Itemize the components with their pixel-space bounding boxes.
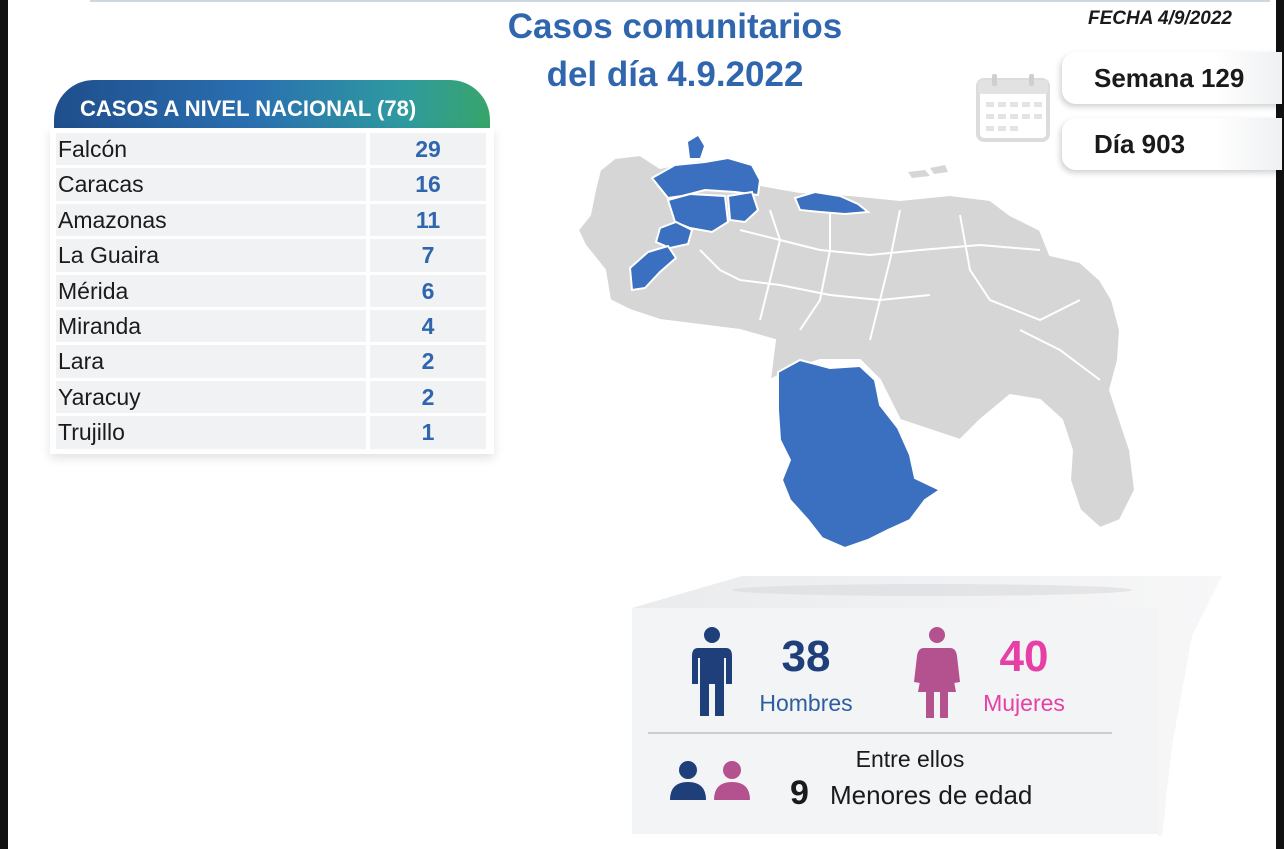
state-name: Lara: [56, 345, 366, 378]
state-cases: 7: [370, 239, 486, 272]
state-cases: 1: [370, 416, 486, 449]
cases-table: Falcón 29 Caracas 16 Amazonas 11 La Guai…: [50, 128, 494, 454]
top-divider: [90, 0, 1270, 2]
state-cases: 16: [370, 168, 486, 201]
women-label: Mujeres: [983, 690, 1065, 716]
state-cases: 11: [370, 203, 486, 237]
page-title-line2: del día 4.9.2022: [546, 55, 804, 94]
venezuela-map: [576, 136, 1137, 550]
children-pair-icon: [670, 761, 750, 800]
state-cases: 29: [370, 133, 486, 166]
calendar-icon: [976, 74, 1050, 142]
minors-label: Menores de edad: [830, 780, 1033, 810]
state-name: Caracas: [56, 168, 366, 201]
map-state-capital-region: [793, 190, 871, 216]
state-name: Yaracuy: [56, 380, 366, 414]
table-row: Trujillo 1: [56, 415, 488, 450]
date-label: FECHA 4/9/2022: [1088, 8, 1232, 29]
stats-panel-backdrop: [632, 576, 1222, 836]
entre-ellos-label: Entre ellos: [855, 746, 965, 772]
map-state-amazonas: [777, 358, 943, 550]
left-frame-border: [0, 0, 8, 849]
state-cases: 2: [370, 380, 486, 414]
state-name: Mérida: [56, 274, 366, 307]
map-island: [908, 170, 930, 178]
men-count: 38: [781, 632, 831, 681]
state-name: Miranda: [56, 309, 366, 343]
map-state-trujillo: [654, 220, 694, 250]
day-badge: Día 903: [1062, 118, 1282, 170]
state-name: Amazonas: [56, 203, 366, 237]
state-name: Falcón: [56, 133, 366, 166]
man-icon: [692, 627, 732, 716]
map-state-borders: [699, 205, 1101, 381]
table-row: Yaracuy 2: [56, 380, 488, 415]
map-state-yaracuy: [726, 190, 760, 224]
table-row: La Guaira 7: [56, 238, 488, 273]
map-island: [930, 165, 948, 174]
week-badge: Semana 129: [1062, 52, 1282, 104]
women-count: 40: [999, 632, 1049, 681]
stats-divider: [648, 732, 1112, 734]
state-name: La Guaira: [56, 239, 366, 272]
map-state-merida: [628, 244, 678, 292]
table-row: Amazonas 11: [56, 203, 488, 238]
map-falcon-peninsula: [688, 136, 704, 158]
table-row: Falcón 29: [56, 132, 488, 167]
men-label: Hombres: [759, 690, 853, 716]
page-title-line1: Casos comunitarios: [507, 7, 843, 46]
right-frame-border: [1276, 0, 1284, 849]
state-name: Trujillo: [56, 416, 366, 449]
table-row: Caracas 16: [56, 167, 488, 202]
map-base-country: [576, 153, 1137, 530]
state-cases: 6: [370, 274, 486, 307]
woman-icon: [914, 627, 960, 718]
state-cases: 2: [370, 345, 486, 378]
minors-count: 9: [790, 774, 809, 812]
national-cases-heading: CASOS A NIVEL NACIONAL (78): [54, 80, 490, 128]
table-row: Lara 2: [56, 344, 488, 379]
table-row: Mérida 6: [56, 274, 488, 309]
table-row: Miranda 4: [56, 309, 488, 344]
state-cases: 4: [370, 309, 486, 343]
